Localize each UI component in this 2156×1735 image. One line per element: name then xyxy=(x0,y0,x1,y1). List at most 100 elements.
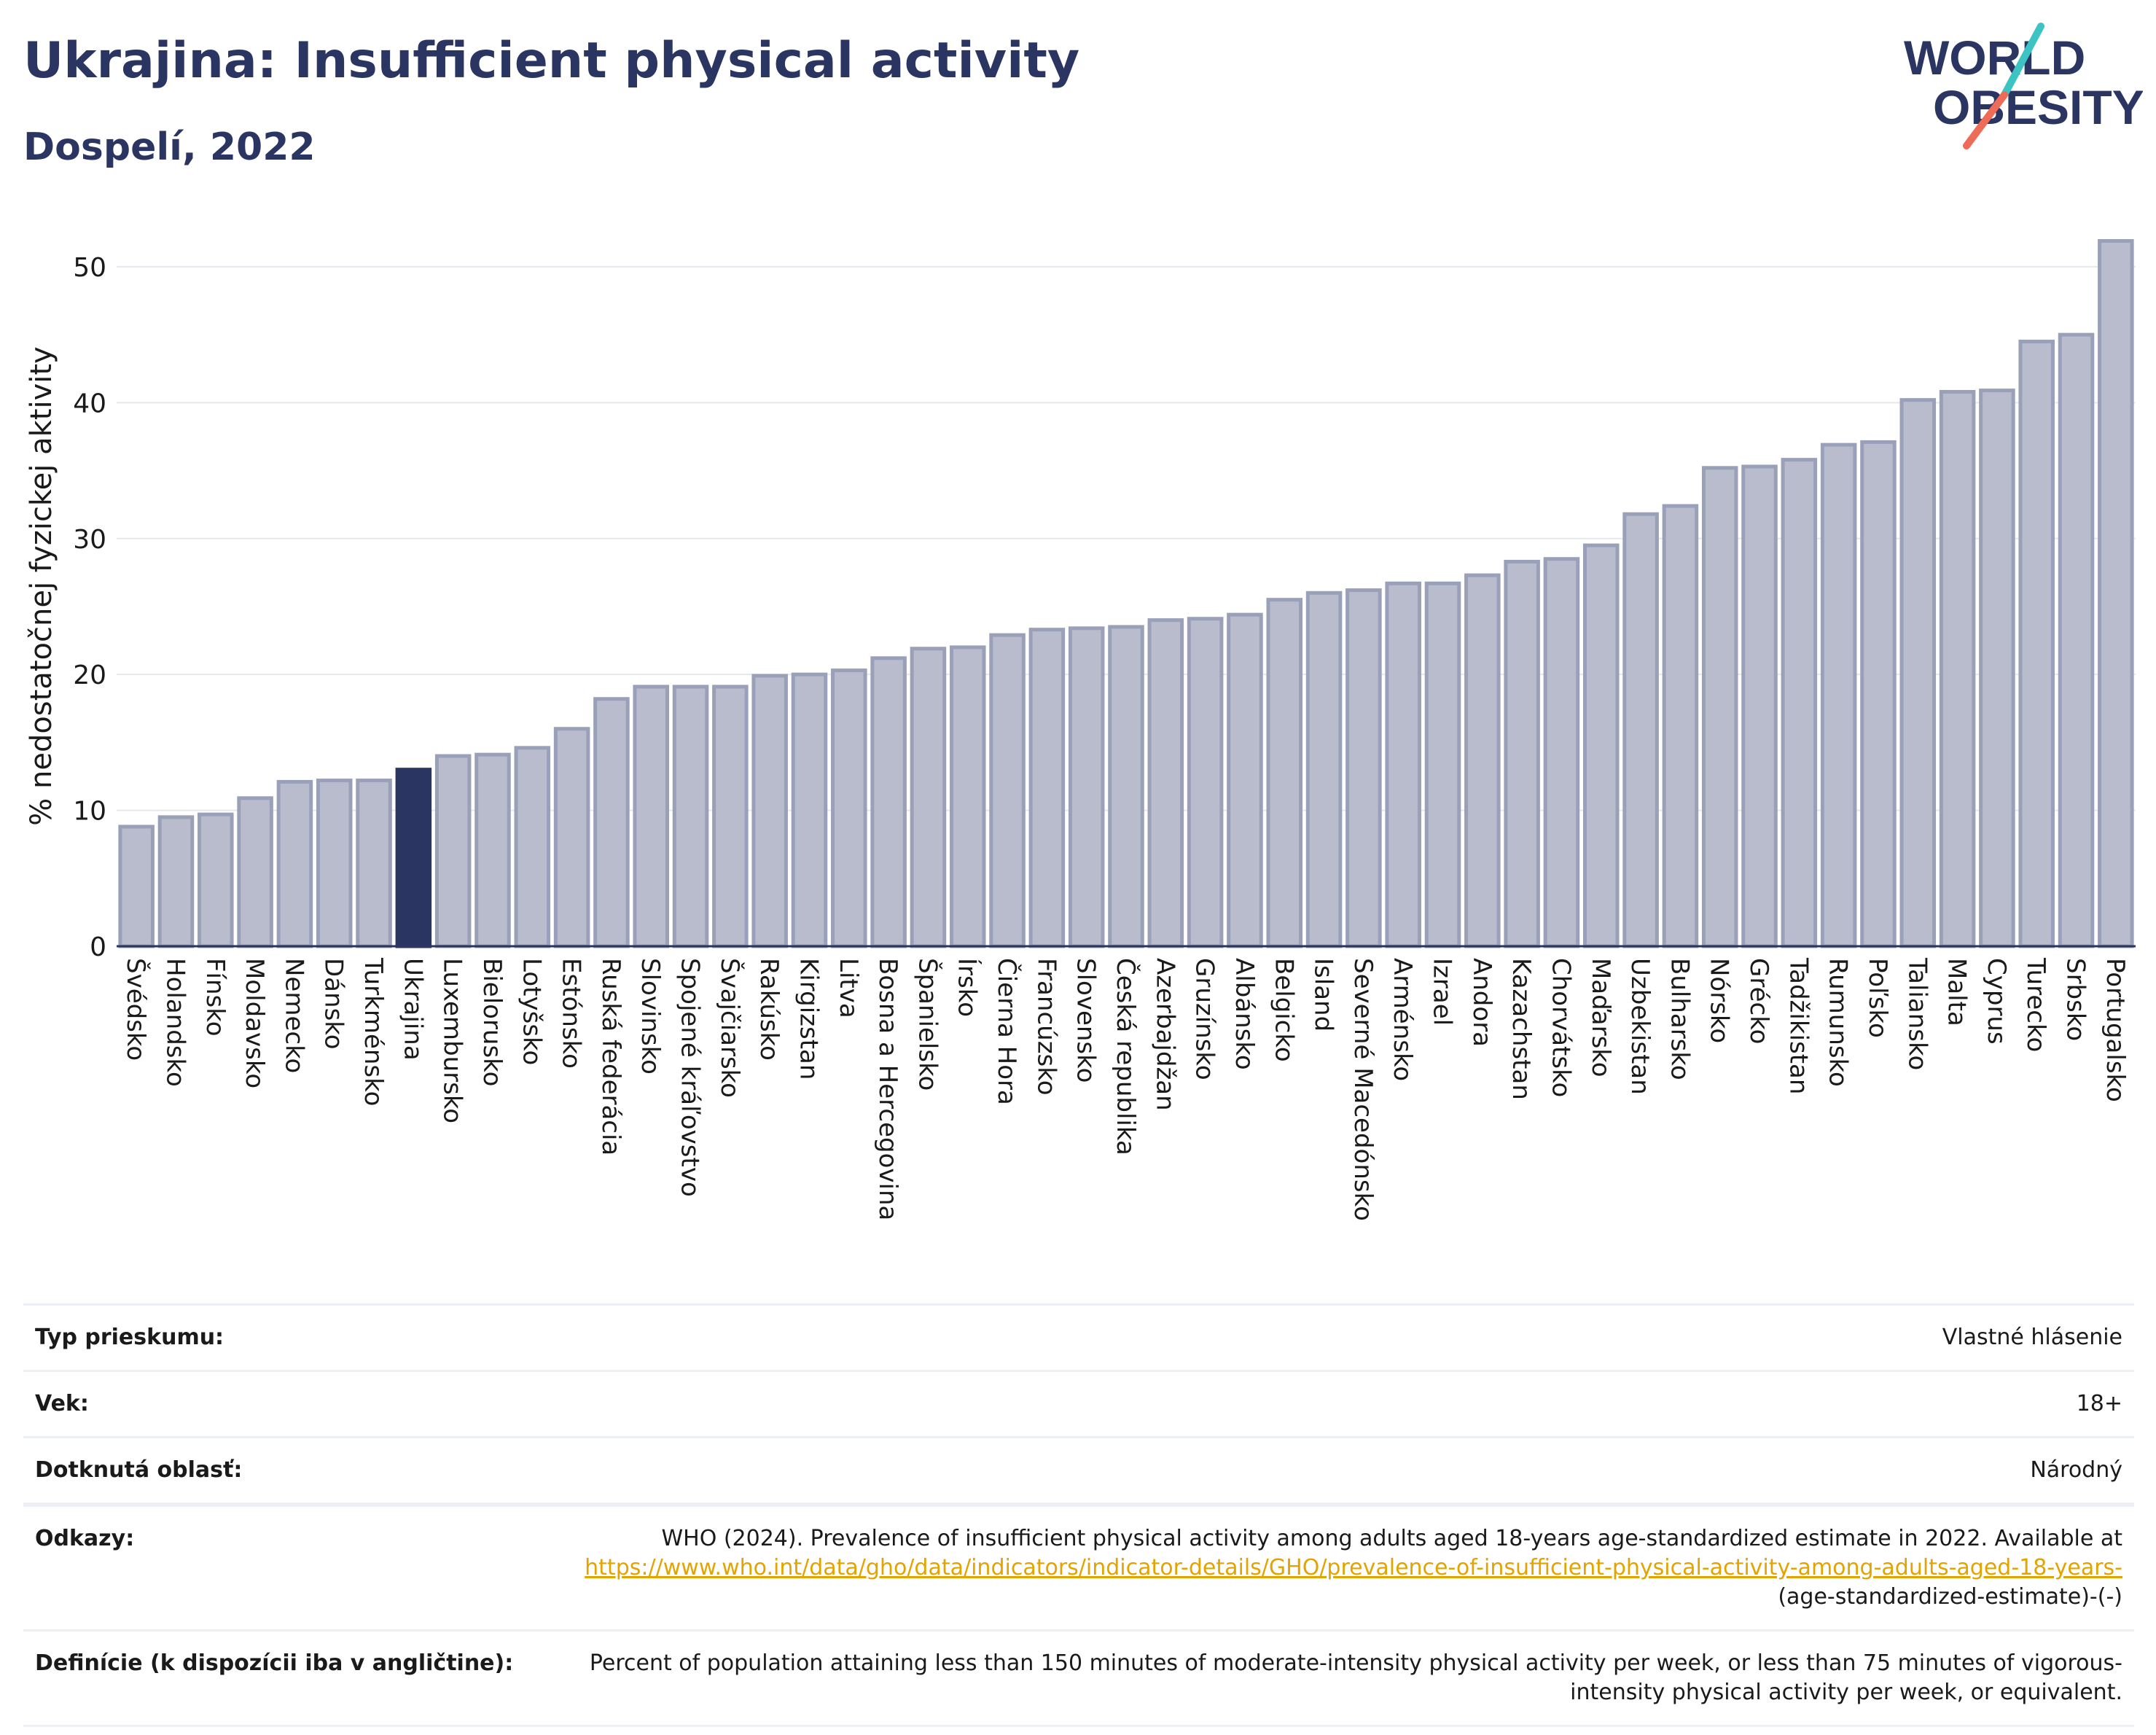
x-tick-label: Andora xyxy=(1467,958,1496,1047)
bar xyxy=(1741,464,1778,948)
bar-chart: 0 10 20 30 40 50 Švédsko Holandsko Fínsko Moldav… xyxy=(25,239,2136,1221)
reference-suffix: (age-standardized-estimate)-(-) xyxy=(1778,1584,2122,1610)
x-tick-label: Nemecko xyxy=(279,958,308,1073)
x-tick-label: Malta xyxy=(1942,958,1972,1026)
bar xyxy=(1187,617,1224,948)
logo-slash-coral xyxy=(1963,91,2008,149)
metadata-table: Typ prieskumu: Vlastné hlásenie Vek: 18+ Dot… xyxy=(23,1303,2134,1727)
y-tick-label: 40 xyxy=(73,389,106,418)
x-tick-label: Izrael xyxy=(1428,958,1457,1026)
bar xyxy=(910,647,947,948)
meta-label: Typ prieskumu: xyxy=(35,1325,224,1350)
bar xyxy=(949,645,986,948)
meta-row: Typ prieskumu: Vlastné hlásenie xyxy=(23,1303,2134,1370)
meta-label: Dotknutá oblasť: xyxy=(35,1457,243,1483)
bar xyxy=(672,685,709,948)
meta-label: Vek: xyxy=(35,1391,89,1416)
meta-row-references: Odkazy: WHO (2024). Prevalence of insuff… xyxy=(23,1505,2134,1629)
bar xyxy=(316,779,353,948)
bar xyxy=(474,752,511,948)
x-tick-label: Taliansko xyxy=(1902,957,1932,1070)
x-tick-label: Nórsko xyxy=(1705,958,1734,1043)
x-tick-label: Bielorusko xyxy=(477,958,507,1086)
bar xyxy=(434,754,472,948)
y-tick-label: 20 xyxy=(73,660,106,690)
logo-slash-teal xyxy=(2001,23,2044,98)
y-axis-label: % nedostatočnej fyzickej aktivity xyxy=(25,346,58,825)
x-tick-label: Kazachstan xyxy=(1507,958,1536,1100)
x-tick-label: Fínsko xyxy=(200,958,230,1037)
bar xyxy=(791,672,828,948)
bar xyxy=(870,656,907,948)
bar xyxy=(514,746,551,948)
x-tick-label: Island xyxy=(1309,958,1338,1032)
meta-value: 18+ xyxy=(2076,1391,2122,1416)
bar xyxy=(1266,598,1303,948)
x-tick-label: Rakúsko xyxy=(754,958,784,1061)
x-tick-label: Švajčiarsko xyxy=(715,958,745,1098)
x-tick-label: Slovinsko xyxy=(636,958,665,1075)
bar xyxy=(395,768,432,948)
bar xyxy=(1385,581,1421,948)
x-tick-label: Poľsko xyxy=(1863,958,1892,1038)
x-tick-label: Chorvátsko xyxy=(1546,958,1575,1097)
bar xyxy=(1939,389,1976,948)
bar xyxy=(118,824,155,948)
x-tick-label: Azerbajdžan xyxy=(1150,958,1179,1111)
bar xyxy=(989,633,1026,948)
bar xyxy=(1781,458,1818,948)
x-tick-label: Portugalsko xyxy=(2101,958,2130,1102)
bar xyxy=(1305,590,1343,948)
x-tick-label: Česká republika xyxy=(1111,958,1141,1155)
x-tick-label: Dánsko xyxy=(319,958,348,1050)
bar xyxy=(2018,339,2055,948)
x-tick-label: Lotyšsko xyxy=(517,958,546,1065)
bar xyxy=(1622,512,1659,948)
x-tick-label: Bulharsko xyxy=(1665,958,1694,1080)
x-tick-label: Turecko xyxy=(2021,957,2050,1052)
meta-label: Odkazy: xyxy=(35,1526,135,1551)
meta-value: Vlastné hlásenie xyxy=(1942,1325,2122,1350)
x-tick-label: Belgicko xyxy=(1269,958,1298,1062)
bar xyxy=(1899,398,1937,948)
page-title: Ukrajina: Insufficient physical activity xyxy=(23,32,1080,90)
bar xyxy=(237,796,273,948)
x-tick-label: Grécko xyxy=(1744,958,1773,1044)
y-tick-labels: 0 10 20 30 40 50 xyxy=(73,253,106,962)
bar xyxy=(831,668,867,948)
meta-value: Percent of population attaining less tha… xyxy=(589,1650,2122,1705)
world-obesity-logo: WORLD OBESITY xyxy=(1904,23,2143,149)
bar xyxy=(1979,389,2015,948)
x-tick-label: Arménsko xyxy=(1388,958,1417,1081)
page-subtitle: Dospelí, 2022 xyxy=(23,125,316,169)
x-tick-label: Španielsko xyxy=(913,958,942,1091)
x-tick-label: Írsko xyxy=(953,958,983,1017)
logo-line1: WORLD xyxy=(1904,31,2085,85)
x-tick-label: Spojené kráľovstvo xyxy=(676,958,705,1197)
bar xyxy=(1068,626,1105,948)
bar xyxy=(1424,581,1461,948)
logo-line2: OBESITY xyxy=(1933,80,2143,134)
meta-row-definition: Definície (k dispozícii iba v angličtine… xyxy=(23,1629,2134,1727)
bar xyxy=(1860,440,1897,948)
bar xyxy=(356,779,392,948)
x-tick-label: Severné Macedónsko xyxy=(1348,958,1378,1221)
y-tick-label: 30 xyxy=(73,525,106,555)
x-tick-label: Slovensko xyxy=(1071,958,1101,1083)
bar xyxy=(593,697,630,948)
x-tick-label: Francúzsko xyxy=(1031,958,1061,1096)
bar xyxy=(1028,628,1066,948)
bar xyxy=(1504,559,1540,948)
reference-link[interactable]: https://www.who.int/data/gho/data/indica… xyxy=(585,1555,2122,1580)
meta-value: WHO (2024). Prevalence of insufficient p… xyxy=(555,1524,2122,1612)
bar xyxy=(1820,442,1857,948)
x-tick-label: Gruzínsko xyxy=(1190,958,1219,1080)
meta-row: Vek: 18+ xyxy=(23,1370,2134,1436)
bar xyxy=(1345,588,1382,948)
meta-value: Národný xyxy=(2030,1457,2122,1483)
bar xyxy=(276,779,313,948)
x-tick-labels: Švédsko Holandsko Fínsko Moldavsko Nemecko Dá… xyxy=(121,957,2130,1221)
x-tick-label: Litva xyxy=(834,958,863,1018)
y-tick-label: 10 xyxy=(73,797,106,827)
x-tick-label: Srbsko xyxy=(2061,958,2090,1041)
